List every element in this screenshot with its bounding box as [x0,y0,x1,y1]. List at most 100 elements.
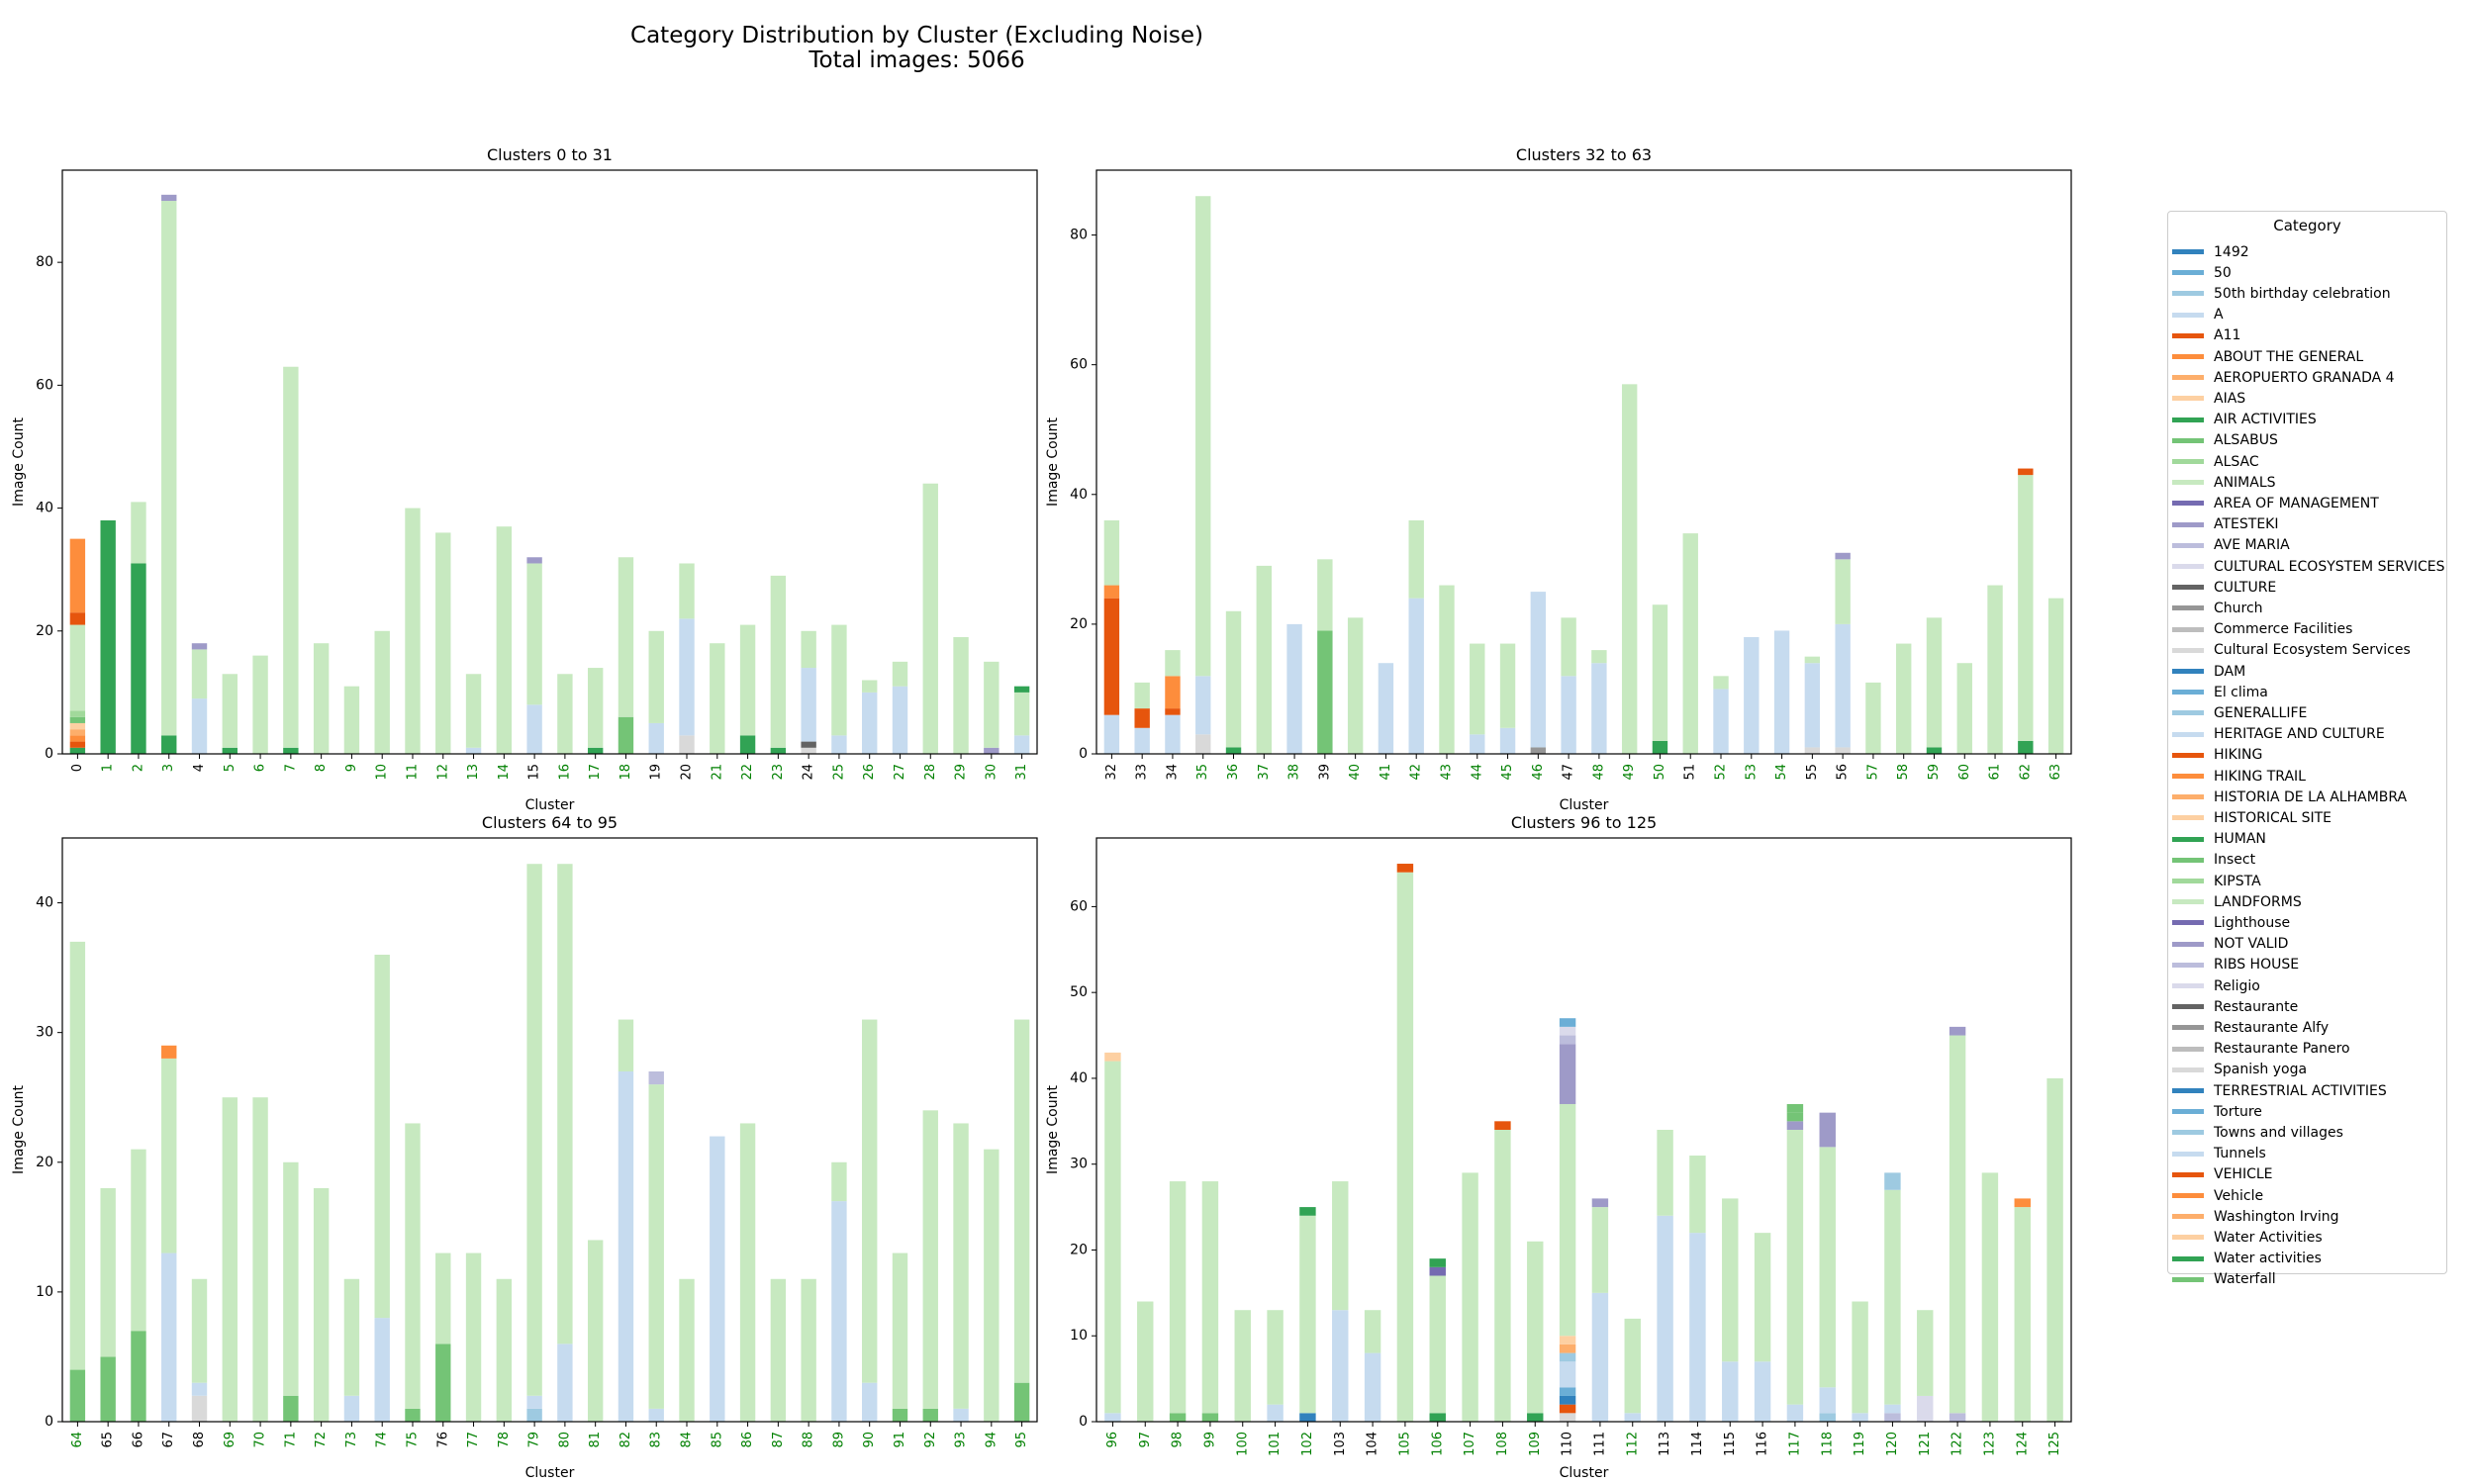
bar-segment [1652,740,1668,754]
legend-label: AIR ACTIVITIES [2214,412,2317,428]
bar-segment [831,1161,847,1202]
bar-segment [1884,1172,1901,1190]
legend-swatch [2172,417,2204,422]
bar-segment [1956,663,1972,754]
legend-entry: Waterfall [2172,1269,2276,1290]
x-tick-label: 56 [1836,764,1851,781]
x-tick-label: 43 [1439,764,1454,781]
legend-swatch [2172,459,2204,464]
y-tick-label: 40 [36,501,53,516]
x-tick-label: 50 [1653,764,1667,781]
legend-entry: A11 [2172,325,2240,346]
bar-segment [1165,650,1181,677]
bar-segment [679,735,695,754]
legend-entry: ATESTEKI [2172,514,2278,535]
y-tick-label: 20 [1070,1242,1088,1257]
plot-frame [1095,837,2072,1423]
bar-segment [1652,604,1668,741]
bar-segment [69,747,86,754]
bar-segment [283,1161,299,1396]
x-tick-label: 123 [1982,1432,1997,1456]
x-tick-label: 77 [466,1432,481,1448]
x-tick-label: 20 [680,764,695,781]
bar-segment [161,194,177,202]
x-tick-label: 39 [1317,764,1332,781]
legend-entry: HERITAGE AND CULTURE [2172,724,2385,745]
bar-segment [557,674,573,754]
x-tick-label: 71 [283,1432,298,1448]
bar-segment [374,630,390,754]
legend-swatch [2172,1171,2204,1177]
x-tick-label: 70 [253,1432,268,1448]
bar-segment [191,1395,208,1422]
x-tick-label: 124 [2015,1432,2030,1456]
legend-entry: 50 [2172,262,2232,283]
x-tick-label: 58 [1896,764,1911,781]
figure-title-line1: Category Distribution by Cluster (Exclud… [630,23,1203,48]
y-tick-label: 20 [36,623,53,639]
bar-segment [526,864,542,1396]
x-tick-label: 23 [771,764,786,781]
y-tick-label: 20 [1070,616,1088,632]
bar-segment [161,201,177,736]
legend-swatch [2172,879,2204,883]
legend-entry: ALSAC [2172,451,2259,472]
bar-segment [191,649,208,699]
bar-segment [1225,747,1242,754]
legend-label: Cultural Ecosystem Services [2214,642,2411,659]
bar-segment [1317,559,1333,631]
x-tick-label: 0 [70,764,85,772]
y-tick-label: 50 [1070,984,1088,1000]
x-tick-label: 100 [1235,1432,1250,1456]
bar-segment [862,692,878,754]
chart-panel-1: 32 33 34 35 36 37 38 39 40 41 42 43 44 45 46 47 48 49 50 51… [1045,145,2072,813]
bar-segment [1689,1156,1706,1234]
bar-segment [405,508,421,754]
x-tick-label: 111 [1592,1432,1607,1456]
x-tick-label: 3 [161,764,176,772]
bar-segment [648,1408,664,1422]
bar-segment [1499,727,1516,754]
bar-segment [526,704,542,754]
legend-entry: El clima [2172,682,2268,702]
legend-swatch [2172,605,2204,611]
legend-label: ABOUT THE GENERAL [2214,348,2364,365]
bar-segment [1256,565,1272,754]
plot-frame [61,169,1038,755]
legend-label: HISTORICAL SITE [2214,809,2331,826]
bar-segment [1429,1275,1446,1414]
legend-label: Lighthouse [2214,914,2291,931]
bar-segment [1234,1310,1251,1422]
bar-segment [526,1408,542,1422]
bar-segment [770,747,787,754]
x-tick-label: 49 [1622,764,1637,781]
legend-label: RIBS HOUSE [2214,957,2300,974]
legend-swatch [2172,1004,2204,1010]
bar-segment [465,1252,482,1422]
bar-segment [1104,1413,1121,1422]
legend-entry: HIKING TRAIL [2172,766,2306,787]
bar-segment [191,643,208,650]
bar-segment [1657,1130,1673,1216]
legend-label: Vehicle [2214,1187,2264,1204]
legend-swatch [2172,1109,2204,1115]
bar-segment [1865,682,1881,754]
legend-entry: KIPSTA [2172,871,2261,891]
legend-entry: LANDFORMS [2172,891,2302,912]
y-tick-label: 30 [36,1025,53,1041]
bar-segment [587,1240,604,1422]
legend-label: LANDFORMS [2214,893,2302,910]
legend-label: HERITAGE AND CULTURE [2214,726,2385,743]
legend-swatch [2172,1193,2204,1198]
x-tick-label: 109 [1528,1432,1543,1456]
bar-segment [801,741,816,748]
bar-segment [100,520,116,754]
legend-entry: Restaurante Panero [2172,1039,2350,1060]
legend-entry: TERRESTRIAL ACTIVITIES [2172,1080,2387,1101]
x-tick-label: 11 [405,764,420,781]
bar-segment [131,1149,146,1332]
x-tick-label: 17 [588,764,603,781]
bar-segment [1713,689,1729,754]
legend-swatch [2172,857,2204,863]
legend-entry: CULTURAL ECOSYSTEM SERVICES [2172,556,2444,577]
